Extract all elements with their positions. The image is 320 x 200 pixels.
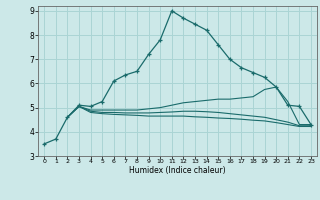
X-axis label: Humidex (Indice chaleur): Humidex (Indice chaleur) — [129, 166, 226, 175]
